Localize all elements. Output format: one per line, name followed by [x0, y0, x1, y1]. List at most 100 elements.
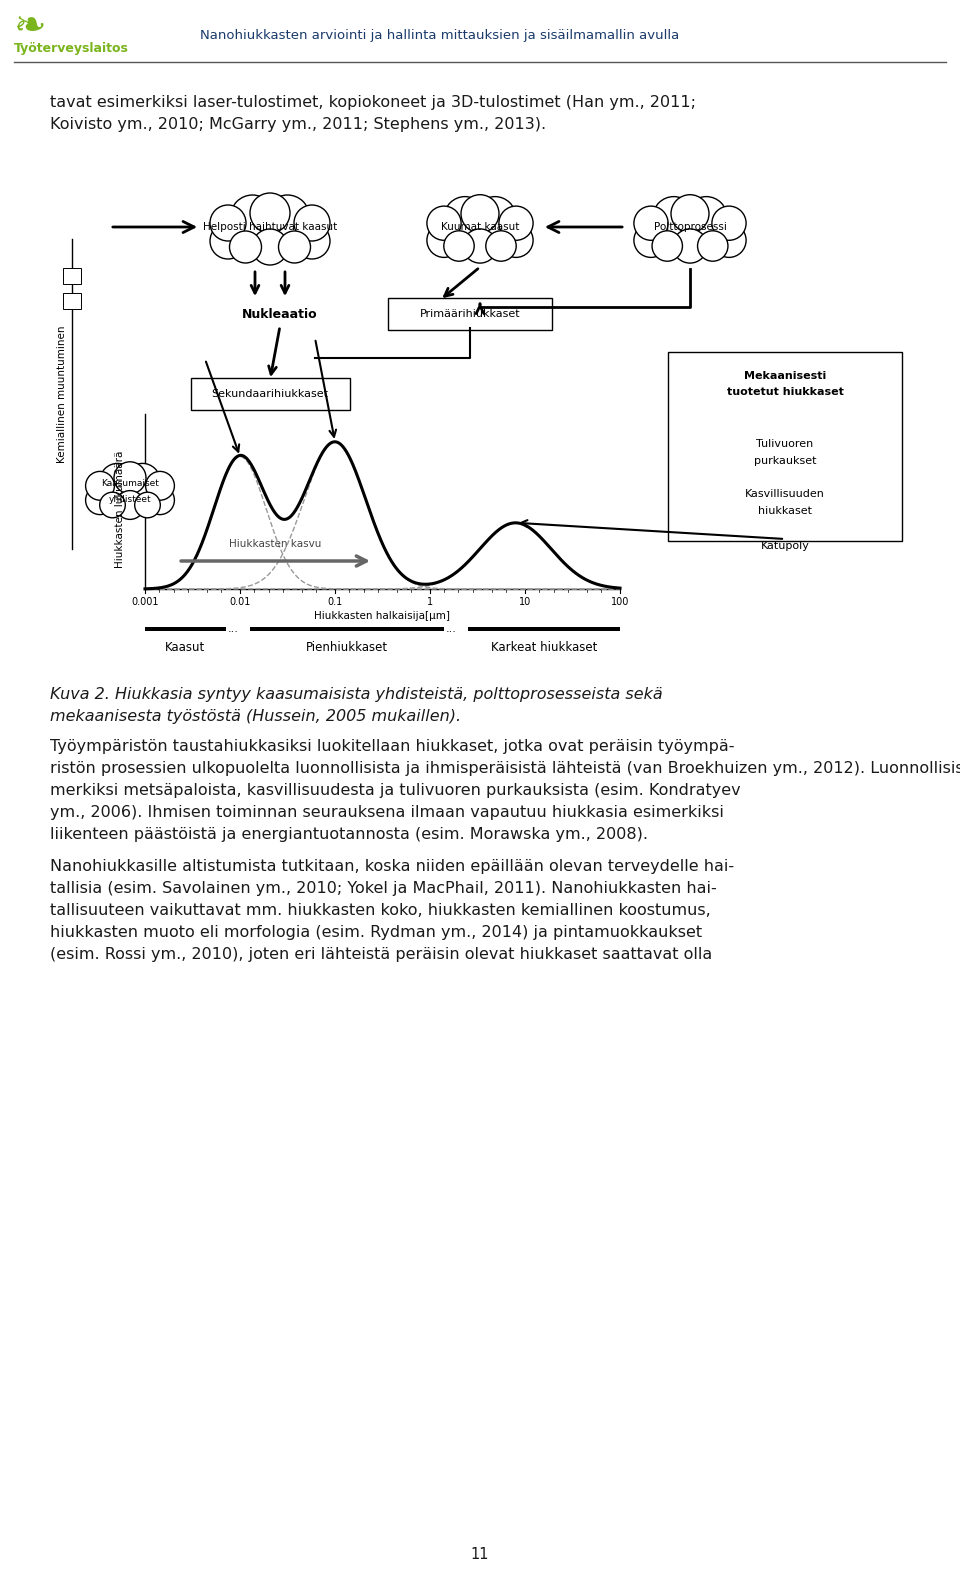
Circle shape	[100, 493, 126, 518]
Circle shape	[643, 210, 684, 251]
Circle shape	[220, 210, 264, 253]
Text: (esim. Rossi ym., 2010), joten eri lähteistä peräisin olevat hiukkaset saattavat: (esim. Rossi ym., 2010), joten eri lähte…	[50, 947, 712, 961]
Text: Pienhiukkaset: Pienhiukkaset	[306, 640, 388, 655]
Circle shape	[483, 210, 525, 251]
Text: ...: ...	[228, 624, 238, 634]
Text: Työympäristön taustahiukkasiksi luokitellaan hiukkaset, jotka ovat peräisin työy: Työympäristön taustahiukkasiksi luokitel…	[50, 739, 734, 755]
Circle shape	[134, 493, 160, 518]
Circle shape	[294, 222, 330, 259]
Text: Kemiallinen muuntuminen: Kemiallinen muuntuminen	[57, 326, 67, 462]
FancyBboxPatch shape	[145, 628, 226, 631]
Circle shape	[685, 197, 727, 238]
Circle shape	[453, 200, 507, 254]
Text: Kuva 2. Hiukkasia syntyy kaasumaisista yhdisteistä, polttoprosesseista sekä: Kuva 2. Hiukkasia syntyy kaasumaisista y…	[50, 686, 662, 702]
Text: Kasvillisuuden: Kasvillisuuden	[745, 489, 825, 499]
Text: yhdisteet: yhdisteet	[108, 494, 152, 504]
Text: purkaukset: purkaukset	[754, 456, 816, 466]
Circle shape	[115, 491, 144, 520]
Text: ❧: ❧	[14, 8, 47, 46]
FancyBboxPatch shape	[250, 628, 444, 631]
Text: 11: 11	[470, 1548, 490, 1562]
Circle shape	[671, 195, 709, 232]
Circle shape	[108, 467, 153, 512]
Circle shape	[85, 486, 114, 515]
Circle shape	[444, 197, 486, 238]
Circle shape	[499, 222, 533, 257]
Text: merkiksi metsäpaloista, kasvillisuudesta ja tulivuoren purkauksista (esim. Kondr: merkiksi metsäpaloista, kasvillisuudesta…	[50, 783, 740, 798]
Text: hiukkasten muoto eli morfologia (esim. Rydman ym., 2014) ja pintamuokkaukset: hiukkasten muoto eli morfologia (esim. R…	[50, 925, 702, 941]
Text: Mekaanisesti: Mekaanisesti	[744, 370, 827, 381]
Text: Hiukkasten lukumäärä: Hiukkasten lukumäärä	[115, 450, 125, 567]
Circle shape	[125, 464, 160, 499]
Text: Primäärihiukkaset: Primäärihiukkaset	[420, 308, 520, 319]
Text: Tulivuoren: Tulivuoren	[756, 439, 814, 450]
Circle shape	[229, 230, 261, 264]
Text: Kuumat kaasut: Kuumat kaasut	[441, 222, 519, 232]
Circle shape	[427, 222, 461, 257]
Text: 0.1: 0.1	[327, 597, 343, 607]
Text: tallisia (esim. Savolainen ym., 2010; Yokel ja MacPhail, 2011). Nanohiukkasten h: tallisia (esim. Savolainen ym., 2010; Yo…	[50, 880, 717, 896]
Text: Polttoprosessi: Polttoprosessi	[654, 222, 727, 232]
Text: Hiukkasten halkaisija[μm]: Hiukkasten halkaisija[μm]	[315, 612, 450, 621]
Circle shape	[673, 229, 708, 264]
Text: tuotetut hiukkaset: tuotetut hiukkaset	[727, 388, 844, 397]
Text: mekaanisesta työstöstä (Hussein, 2005 mukaillen).: mekaanisesta työstöstä (Hussein, 2005 mu…	[50, 709, 461, 725]
Circle shape	[85, 472, 114, 501]
Text: 0.001: 0.001	[132, 597, 158, 607]
Text: Helposti haihtuvat kaasut: Helposti haihtuvat kaasut	[203, 222, 337, 232]
Circle shape	[252, 229, 288, 265]
Text: Karkeat hiukkaset: Karkeat hiukkaset	[491, 640, 597, 655]
Text: Kaasut: Kaasut	[165, 640, 205, 655]
Circle shape	[146, 472, 175, 501]
Text: hiukkaset: hiukkaset	[758, 505, 812, 516]
FancyBboxPatch shape	[468, 628, 620, 631]
Circle shape	[461, 195, 499, 232]
Circle shape	[444, 230, 474, 261]
Text: Nanohiukkasten arviointi ja hallinta mittauksien ja sisäilmamallin avulla: Nanohiukkasten arviointi ja hallinta mit…	[200, 29, 680, 41]
Circle shape	[698, 230, 728, 261]
Text: Koivisto ym., 2010; McGarry ym., 2011; Stephens ym., 2013).: Koivisto ym., 2010; McGarry ym., 2011; S…	[50, 118, 546, 132]
FancyBboxPatch shape	[388, 299, 552, 331]
Text: Työterveyslaitos: Työterveyslaitos	[14, 41, 129, 56]
FancyBboxPatch shape	[190, 378, 349, 410]
Text: tavat esimerkiksi laser-tulostimet, kopiokoneet ja 3D-tulostimet (Han ym., 2011;: tavat esimerkiksi laser-tulostimet, kopi…	[50, 95, 696, 110]
Circle shape	[474, 197, 516, 238]
FancyBboxPatch shape	[668, 353, 902, 540]
Text: 0.01: 0.01	[229, 597, 251, 607]
Circle shape	[210, 222, 246, 259]
Circle shape	[250, 192, 290, 234]
Text: Sekundaarihiukkaset: Sekundaarihiukkaset	[211, 389, 328, 399]
Circle shape	[486, 230, 516, 261]
Circle shape	[652, 230, 683, 261]
Circle shape	[92, 475, 128, 510]
Circle shape	[427, 207, 461, 240]
Circle shape	[114, 462, 146, 494]
Circle shape	[294, 205, 330, 242]
FancyBboxPatch shape	[63, 269, 81, 284]
Circle shape	[276, 210, 320, 253]
Circle shape	[100, 464, 135, 499]
FancyBboxPatch shape	[63, 292, 81, 308]
Circle shape	[653, 197, 695, 238]
Circle shape	[463, 229, 497, 264]
Circle shape	[210, 205, 246, 242]
Text: Katupöly: Katupöly	[760, 540, 809, 551]
Circle shape	[663, 200, 716, 254]
Circle shape	[278, 230, 310, 264]
Circle shape	[132, 475, 168, 510]
Circle shape	[634, 207, 668, 240]
Circle shape	[242, 199, 298, 254]
Text: Kaasumaiset: Kaasumaiset	[101, 480, 159, 488]
Text: 100: 100	[611, 597, 629, 607]
Text: Nanohiukkasille altistumista tutkitaan, koska niiden epäillään olevan terveydell: Nanohiukkasille altistumista tutkitaan, …	[50, 860, 734, 874]
Text: 1: 1	[427, 597, 433, 607]
Text: Nukleaatio: Nukleaatio	[242, 308, 318, 321]
Text: Hiukkasten kasvu: Hiukkasten kasvu	[229, 539, 322, 550]
Circle shape	[146, 486, 175, 515]
Circle shape	[712, 222, 746, 257]
Text: tallisuuteen vaikuttavat mm. hiukkasten koko, hiukkasten kemiallinen koostumus,: tallisuuteen vaikuttavat mm. hiukkasten …	[50, 903, 710, 918]
Text: liikenteen päästöistä ja energiantuotannosta (esim. Morawska ym., 2008).: liikenteen päästöistä ja energiantuotann…	[50, 826, 648, 842]
Circle shape	[634, 222, 668, 257]
Circle shape	[695, 210, 737, 251]
Circle shape	[712, 207, 746, 240]
